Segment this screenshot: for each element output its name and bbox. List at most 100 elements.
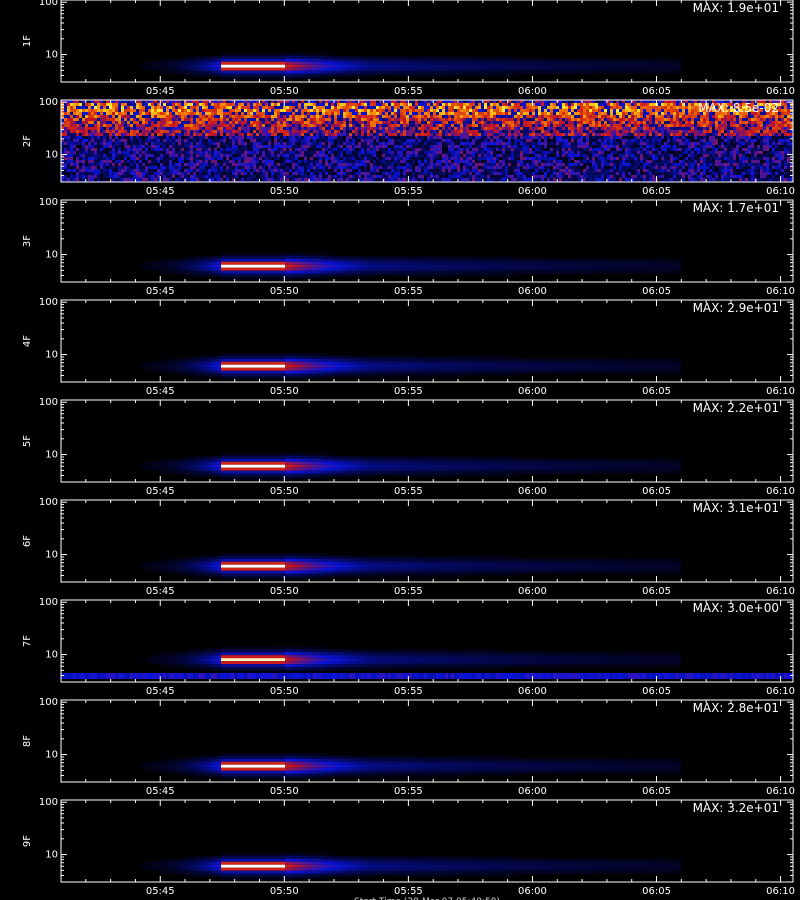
noise-cell <box>103 112 106 115</box>
noise-cell <box>451 163 454 166</box>
burst-cell <box>477 55 481 59</box>
noise-cell <box>472 151 475 154</box>
noise-cell <box>316 106 319 109</box>
noise-cell <box>67 112 70 115</box>
burst-cell <box>297 70 301 74</box>
noise-cell <box>289 151 292 154</box>
noise-cell <box>415 142 418 145</box>
noise-cell <box>133 121 136 124</box>
burst-cell <box>457 58 461 62</box>
burst-cell <box>149 67 153 71</box>
noise-cell <box>178 130 181 133</box>
burst-cell <box>281 64 285 68</box>
noise-cell <box>247 133 250 136</box>
noise-cell <box>145 172 148 175</box>
noise-cell <box>370 100 373 103</box>
noise-cell <box>397 145 400 148</box>
noise-cell <box>79 157 82 160</box>
noise-cell <box>484 175 487 178</box>
noise-cell <box>133 160 136 163</box>
noise-cell <box>94 154 97 157</box>
noise-cell <box>346 118 349 121</box>
noise-cell <box>322 142 325 145</box>
noise-cell <box>82 154 85 157</box>
noise-cell <box>406 133 409 136</box>
burst-cell <box>633 70 637 74</box>
noise-cell <box>64 175 67 178</box>
noise-cell <box>259 106 262 109</box>
noise-cell <box>409 124 412 127</box>
noise-cell <box>445 151 448 154</box>
burst-cell <box>305 61 309 65</box>
noise-cell <box>433 115 436 118</box>
noise-cell <box>172 154 175 157</box>
noise-cell <box>190 169 193 172</box>
noise-cell <box>226 118 229 121</box>
burst-cell <box>285 76 289 80</box>
noise-cell <box>88 139 91 142</box>
noise-cell <box>214 163 217 166</box>
noise-cell <box>163 127 166 130</box>
noise-cell <box>106 175 109 178</box>
noise-cell <box>481 160 484 163</box>
noise-cell <box>118 151 121 154</box>
burst-cell <box>233 58 237 62</box>
burst-cell <box>353 61 357 65</box>
noise-cell <box>61 136 64 139</box>
noise-cell <box>316 166 319 169</box>
noise-cell <box>190 115 193 118</box>
noise-cell <box>412 160 415 163</box>
noise-cell <box>115 172 118 175</box>
noise-cell <box>298 160 301 163</box>
noise-cell <box>328 139 331 142</box>
noise-cell <box>217 166 220 169</box>
noise-cell <box>85 139 88 142</box>
noise-cell <box>187 151 190 154</box>
noise-cell <box>487 127 490 130</box>
noise-cell <box>166 103 169 106</box>
noise-cell <box>484 121 487 124</box>
noise-cell <box>484 172 487 175</box>
noise-cell <box>346 175 349 178</box>
noise-cell <box>319 157 322 160</box>
burst-cell <box>393 58 397 62</box>
noise-cell <box>235 175 238 178</box>
noise-cell <box>361 160 364 163</box>
noise-cell <box>421 175 424 178</box>
noise-cell <box>382 148 385 151</box>
noise-cell <box>466 127 469 130</box>
noise-cell <box>112 142 115 145</box>
noise-cell <box>478 148 481 151</box>
noise-cell <box>451 130 454 133</box>
noise-cell <box>370 142 373 145</box>
noise-cell <box>436 118 439 121</box>
noise-cell <box>202 160 205 163</box>
burst-cell <box>505 64 509 68</box>
burst-cell <box>433 58 437 62</box>
noise-cell <box>73 136 76 139</box>
noise-cell <box>205 124 208 127</box>
burst-cell <box>313 73 317 77</box>
noise-cell <box>436 121 439 124</box>
noise-cell <box>352 139 355 142</box>
noise-cell <box>442 136 445 139</box>
noise-cell <box>337 103 340 106</box>
noise-cell <box>61 130 64 133</box>
noise-cell <box>385 136 388 139</box>
noise-cell <box>160 100 163 103</box>
noise-cell <box>424 115 427 118</box>
noise-cell <box>247 169 250 172</box>
noise-cell <box>424 145 427 148</box>
noise-cell <box>319 127 322 130</box>
noise-cell <box>382 130 385 133</box>
noise-cell <box>100 178 103 181</box>
noise-cell <box>61 139 64 142</box>
noise-cell <box>79 178 82 181</box>
burst-cell <box>181 70 185 74</box>
noise-cell <box>319 118 322 121</box>
noise-cell <box>238 133 241 136</box>
noise-cell <box>73 139 76 142</box>
noise-cell <box>475 133 478 136</box>
noise-cell <box>67 160 70 163</box>
burst-cell <box>293 64 297 68</box>
